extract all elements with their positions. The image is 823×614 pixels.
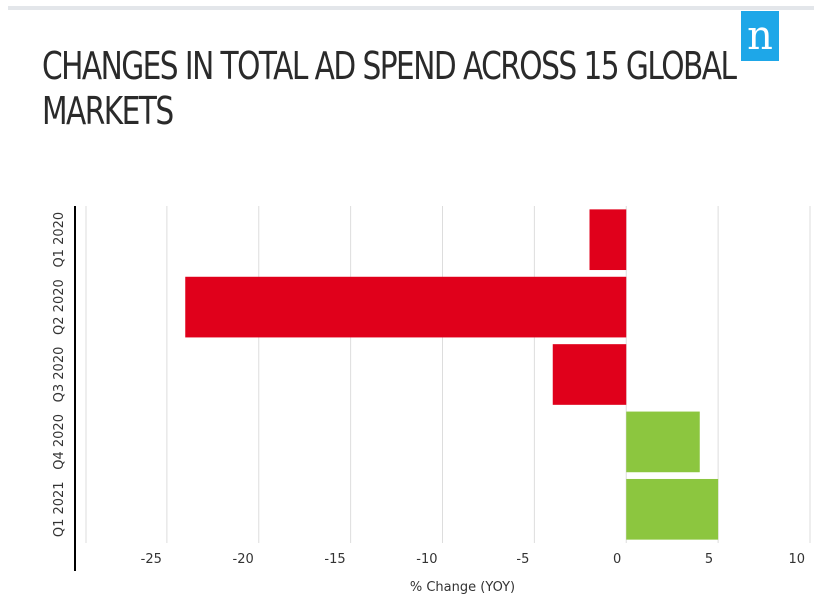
x-tick-label: -20 (233, 552, 254, 567)
category-label: Q3 2020 (52, 347, 67, 403)
bar-q1-2020 (589, 209, 627, 271)
category-label: Q2 2020 (52, 279, 67, 335)
category-label: Q4 2020 (52, 414, 67, 470)
x-axis-title: % Change (YOY) (410, 580, 515, 595)
x-tick-label: 5 (705, 552, 713, 567)
x-tick-label: -10 (416, 552, 437, 567)
bars (185, 209, 719, 540)
category-label: Q1 2021 (52, 481, 67, 537)
category-label: Q1 2020 (52, 212, 67, 268)
top-divider (8, 6, 814, 10)
x-tick-label: -5 (516, 552, 529, 567)
bar-q4-2020 (626, 411, 700, 473)
bar-q1-2021 (626, 478, 719, 540)
x-tick-label: -25 (141, 552, 162, 567)
category-labels: Q1 2020 Q2 2020 Q3 2020 Q4 2020 Q1 2021 (52, 212, 67, 537)
chart-title-line-2: MARKETS (42, 89, 174, 133)
bar-q2-2020 (185, 276, 627, 338)
nielsen-logo: n (741, 11, 779, 61)
x-tick-label: 0 (613, 552, 621, 567)
bar-q3-2020 (552, 344, 627, 405)
logo-letter: n (747, 13, 773, 59)
x-tick-label: -15 (324, 552, 345, 567)
x-tick-label: 10 (788, 552, 805, 567)
x-tick-labels: -25 -20 -15 -10 -5 0 5 10 (141, 552, 805, 567)
